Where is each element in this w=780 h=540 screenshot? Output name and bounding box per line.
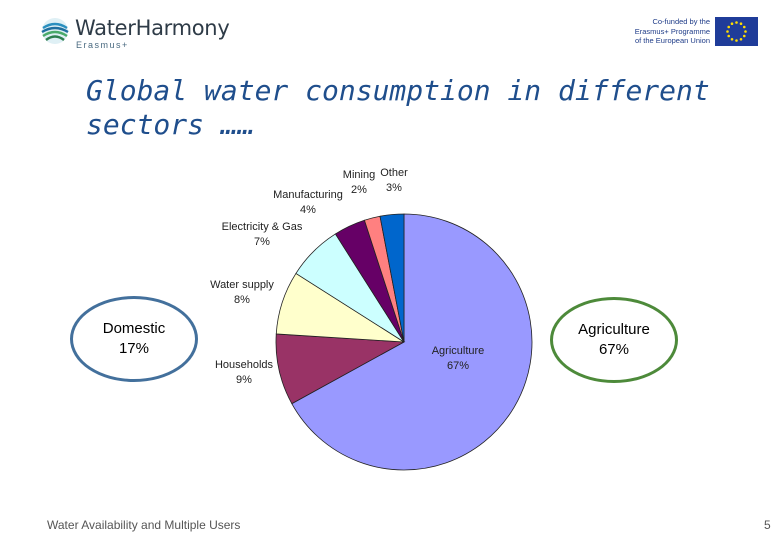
pie-value-label-electricity-gas: 7%	[254, 236, 270, 248]
agriculture-callout-name: Agriculture	[578, 321, 650, 338]
eu-flag-star	[739, 37, 743, 41]
eu-flag-star	[742, 34, 746, 38]
eu-flag-star	[735, 21, 738, 24]
agriculture-callout-value: 67%	[598, 341, 629, 358]
pie-slice-agriculture	[291, 213, 533, 471]
page-number: 5	[764, 518, 771, 532]
pie-value-label-agriculture: 67%	[447, 360, 469, 372]
pie-label-manufacturing: Manufacturing	[273, 189, 343, 201]
eu-cofunding-text: Co-funded by the Erasmus+ Programme of t…	[618, 17, 710, 46]
eu-text-line: Co-funded by the	[652, 17, 710, 26]
domestic-callout-value: 17%	[118, 340, 149, 357]
eu-flag-star	[727, 34, 731, 38]
eu-flag-star	[735, 39, 738, 42]
eu-flag-star	[742, 25, 746, 29]
domestic-callout-name: Domestic	[102, 320, 166, 337]
slide-title: Global water consumption in different se…	[86, 74, 726, 142]
eu-flag-star	[739, 22, 743, 26]
eu-cofunding-badge: Co-funded by the Erasmus+ Programme of t…	[618, 16, 758, 48]
eu-flag-star	[727, 25, 731, 29]
pie-value-label-water-supply: 8%	[234, 294, 250, 306]
eu-flag-star	[730, 37, 734, 41]
water-harmony-logo: WaterHarmony Erasmus+	[40, 14, 240, 50]
domestic-callout: Domestic 17%	[70, 296, 198, 382]
slide-title-line1: Global water consumption in different	[86, 74, 710, 107]
pie-label-water-supply: Water supply	[210, 279, 274, 291]
pie-value-label-manufacturing: 4%	[300, 204, 316, 216]
eu-text-line: of the European Union	[634, 36, 710, 45]
pie-label-agriculture: Agriculture	[432, 345, 485, 357]
eu-flag-star	[730, 22, 734, 26]
eu-text-line: Erasmus+ Programme	[634, 26, 710, 36]
pie-chart-svg: Agriculture 67% Households 9% Water supply 8%…	[210, 167, 533, 471]
slide-title-line2: sectors ……	[86, 108, 255, 141]
pie-label-other: Other	[380, 167, 408, 179]
water-drop-logo-icon	[41, 18, 69, 44]
pie-value-label-other: 3%	[386, 182, 402, 194]
slide-footer: Water Availability and Multiple Users	[47, 518, 241, 532]
pie-slice-other	[379, 213, 405, 343]
pie-label-households: Households	[215, 359, 274, 371]
logo-subtitle: Erasmus+	[76, 40, 129, 50]
eu-flag-star	[726, 30, 729, 33]
eu-flag-star	[744, 30, 747, 33]
logo-text: WaterHarmony	[75, 16, 230, 40]
eu-flag-icon	[715, 17, 758, 46]
pie-label-electricity-gas: Electricity & Gas	[222, 221, 303, 233]
pie-value-label-mining: 2%	[351, 184, 367, 196]
pie-chart: Agriculture 67% Households 9% Water supply 8%…	[196, 158, 548, 484]
agriculture-callout: Agriculture 67%	[550, 297, 678, 383]
pie-value-label-households: 9%	[236, 374, 252, 386]
pie-label-mining: Mining	[343, 169, 375, 181]
